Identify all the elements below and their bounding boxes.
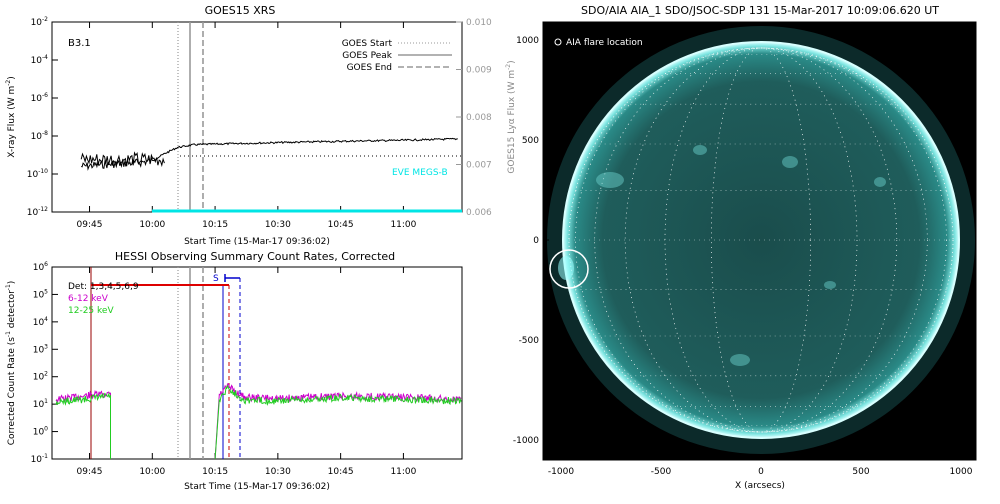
aia-active-region [693, 145, 707, 155]
goes-title: GOES15 XRS [205, 4, 276, 17]
goes-x-tick-label: 10:30 [265, 220, 291, 230]
goes-flare-class: B3.1 [68, 38, 91, 49]
hessi-y-tick-label: 101 [33, 398, 48, 410]
goes-ylabel-left: X-ray Flux (W m-2) [5, 76, 17, 157]
aia-y-axis: 1000 500 0 -500 -1000 [513, 36, 549, 446]
hessi-legend-det: Det: 1,3,4,5,6,9 [68, 282, 139, 292]
aia-y-tick-label: -1000 [513, 436, 539, 446]
hessi-plot-frame [51, 266, 463, 460]
goes-left-tick-label: 10-12 [27, 206, 48, 218]
goes-x-tick-label: 10:15 [202, 220, 228, 230]
aia-active-region [874, 177, 886, 187]
aia-x-tick-label: -500 [651, 467, 672, 477]
goes-x-tick-label: 10:45 [328, 220, 354, 230]
hessi-y-tick-label: 106 [33, 261, 48, 273]
hessi-x-tick-label: 10:15 [202, 467, 228, 477]
aia-xlabel: X (arcsecs) [735, 481, 785, 491]
hessi-series-12-25-kev-b [214, 384, 462, 460]
aia-panel: SDO/AIA AIA_1 SDO/JSOC-SDP 131 15-Mar-20… [513, 4, 977, 491]
aia-x-tick-label: 1000 [950, 467, 973, 477]
hessi-y-axis: 106 105 104 103 102 101 100 10-1 [31, 261, 58, 465]
goes-ylabel-right: GOES15 Lyα Flux (W m-2) [505, 60, 517, 173]
goes-right-tick-label: 0.007 [466, 161, 492, 171]
aia-active-region [730, 354, 750, 366]
aia-sun-limb [562, 41, 960, 439]
hessi-x-tick-label: 09:45 [77, 467, 103, 477]
goes-left-axis: 10-2 10-4 10-6 10-8 10-10 10-12 [27, 16, 58, 218]
hessi-y-tick-label: 105 [33, 288, 48, 300]
goes-left-tick-label: 10-2 [31, 16, 49, 28]
goes-legend-end: GOES End [347, 63, 392, 73]
aia-x-tick-label: 0 [758, 467, 764, 477]
goes-right-tick-label: 0.009 [466, 66, 492, 76]
aia-limb-grid [568, 47, 954, 433]
goes-x-tick-label: 09:45 [77, 220, 103, 230]
goes-flux-series [80, 137, 458, 171]
aia-active-region [782, 156, 798, 168]
goes-right-axis: 0.010 0.009 0.008 0.007 0.006 [456, 18, 492, 218]
hessi-y-tick-label: 104 [33, 316, 48, 328]
aia-y-tick-label: 500 [522, 136, 539, 146]
aia-y-tick-label: 1000 [516, 36, 539, 46]
goes-legend: GOES Start GOES Peak GOES End [342, 39, 452, 73]
aia-flare-bright [558, 256, 574, 280]
hessi-xlabel: Start Time (15-Mar-17 09:36:02) [184, 482, 330, 492]
aia-x-tick-label: -1000 [548, 467, 574, 477]
goes-left-tick-label: 10-8 [31, 130, 49, 142]
hessi-y-tick-label: 100 [33, 426, 48, 438]
aia-title: SDO/AIA AIA_1 SDO/JSOC-SDP 131 15-Mar-20… [581, 4, 939, 17]
goes-right-tick-label: 0.008 [466, 113, 492, 123]
aia-x-axis: -1000 -500 0 500 1000 [548, 454, 973, 477]
goes-xlabel: Start Time (15-Mar-17 09:36:02) [184, 237, 330, 247]
hessi-series-6-12-kev-a [55, 389, 111, 459]
hessi-s-marker: S [213, 274, 219, 284]
aia-legend-label: AIA flare location [566, 38, 643, 48]
hessi-title: HESSI Observing Summary Count Rates, Cor… [115, 250, 395, 263]
aia-active-region [824, 281, 836, 289]
hessi-legend-6-12: 6-12 keV [68, 294, 109, 304]
hessi-y-tick-label: 103 [33, 343, 48, 355]
hessi-x-tick-label: 10:45 [328, 467, 354, 477]
goes-x-tick-label: 11:00 [390, 220, 416, 230]
goes-legend-start: GOES Start [342, 39, 393, 49]
aia-y-tick-label: 0 [533, 236, 539, 246]
goes-left-tick-label: 10-4 [31, 54, 49, 66]
goes-x-tick-label: 10:00 [139, 220, 165, 230]
aia-lat-lon-grid [569, 47, 953, 433]
hessi-series-12-25-kev-a [55, 392, 111, 459]
aia-longitude-line [710, 47, 811, 433]
hessi-x-tick-label: 10:30 [265, 467, 291, 477]
goes-legend-peak: GOES Peak [342, 51, 392, 61]
hessi-x-tick-label: 11:00 [390, 467, 416, 477]
hessi-legend: Det: 1,3,4,5,6,9 6-12 keV 12-25 keV [68, 282, 139, 316]
hessi-panel: HESSI Observing Summary Count Rates, Cor… [5, 250, 463, 492]
hessi-x-tick-label: 10:00 [139, 467, 165, 477]
aia-bright-regions [596, 145, 886, 366]
aia-x-tick-label: 500 [852, 467, 869, 477]
aia-legend-circle-icon [554, 38, 562, 46]
goes-left-tick-label: 10-6 [31, 92, 49, 104]
aia-flare-location-marker [549, 249, 589, 289]
goes-right-tick-label: 0.006 [466, 208, 492, 218]
aia-longitude-line [575, 47, 947, 433]
hessi-legend-12-25: 12-25 keV [68, 306, 114, 316]
goes-left-tick-label: 10-10 [27, 168, 48, 180]
aia-active-region [596, 172, 624, 188]
goes-right-tick-label: 0.010 [466, 18, 492, 28]
hessi-y-tick-label: 10-1 [31, 453, 49, 465]
goes-flux-noise [80, 151, 165, 169]
eve-megs-b-label: EVE MEGS-B [392, 168, 448, 178]
aia-sun-disk [563, 42, 959, 438]
goes-plot-frame [51, 21, 463, 213]
hessi-ylabel: Corrected Count Rate (s-1 detector-1) [5, 281, 17, 446]
aia-longitude-line [664, 47, 858, 433]
aia-y-tick-label: -500 [519, 336, 540, 346]
hessi-series-6-12-kev-b [214, 383, 462, 460]
hessi-x-axis: 09:45 10:00 10:15 10:30 10:45 11:00 [77, 267, 417, 477]
hessi-y-tick-label: 102 [33, 371, 48, 383]
goes-panel: GOES15 XRS B3.1 10-210-410-610-810-1010-… [5, 4, 517, 247]
